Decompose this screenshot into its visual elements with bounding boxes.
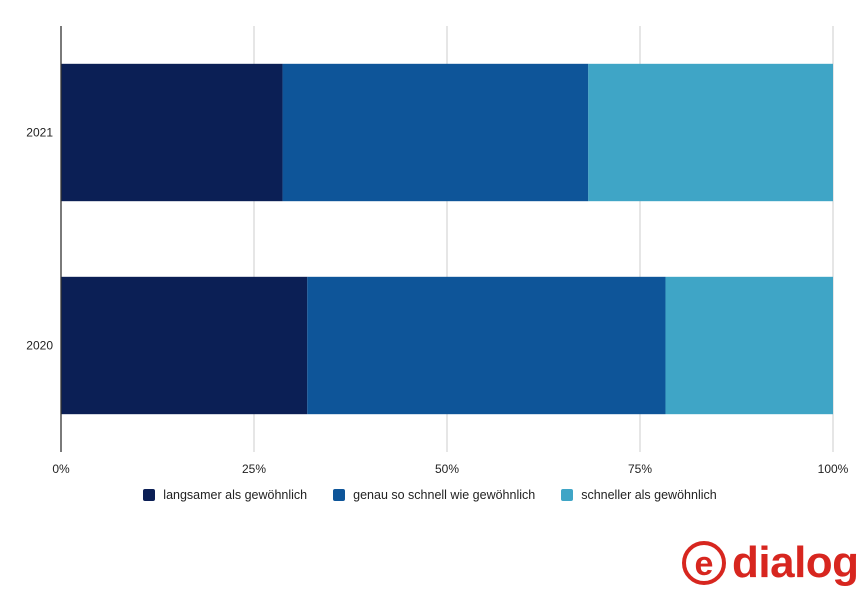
bar-segment xyxy=(665,276,833,415)
legend-swatch xyxy=(561,489,574,501)
bar-segment xyxy=(61,276,308,415)
y-tick-label: 2020 xyxy=(26,339,53,353)
x-tick-label: 100% xyxy=(818,462,849,476)
x-tick-label: 0% xyxy=(52,462,70,476)
legend-label: genau so schnell wie gewöhnlich xyxy=(353,488,536,502)
bar-segment xyxy=(588,63,833,202)
bar-segment xyxy=(307,276,666,415)
legend-item: schneller als gewöhnlich xyxy=(561,488,717,502)
x-tick-label: 50% xyxy=(435,462,459,476)
y-tick-label: 2021 xyxy=(26,126,53,140)
legend-label: schneller als gewöhnlich xyxy=(581,488,717,502)
legend-swatch xyxy=(333,489,346,501)
edialog-logo: e dialog xyxy=(680,538,859,588)
legend-item: genau so schnell wie gewöhnlich xyxy=(333,488,535,502)
chart-legend: langsamer als gewöhnlich genau so schnell… xyxy=(0,488,860,502)
bar-segment xyxy=(61,63,283,202)
x-tick-label: 75% xyxy=(628,462,652,476)
legend-item: langsamer als gewöhnlich xyxy=(143,488,307,502)
bar-segment xyxy=(282,63,589,202)
edialog-logo-mark-icon: e xyxy=(682,541,726,585)
legend-swatch xyxy=(143,489,156,501)
logo-mark-letter: e xyxy=(695,545,714,583)
logo-wordmark: dialog xyxy=(732,538,859,587)
legend-label: langsamer als gewöhnlich xyxy=(163,488,308,502)
x-tick-label: 25% xyxy=(242,462,266,476)
